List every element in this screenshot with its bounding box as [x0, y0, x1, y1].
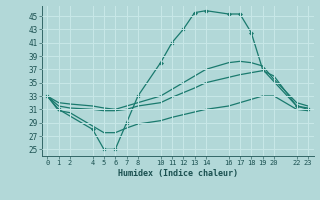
X-axis label: Humidex (Indice chaleur): Humidex (Indice chaleur) [118, 169, 237, 178]
